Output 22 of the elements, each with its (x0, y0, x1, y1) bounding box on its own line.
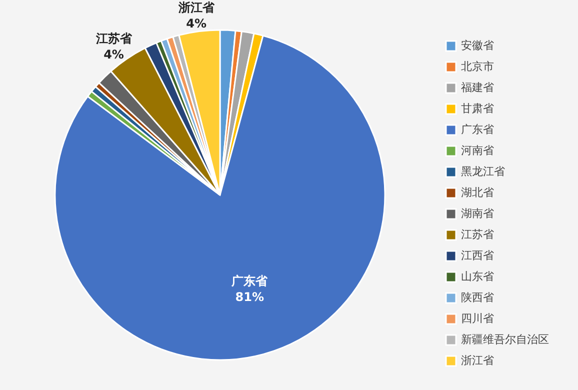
legend-label: 湖南省 (461, 207, 494, 220)
legend-label: 福建省 (461, 81, 494, 94)
legend-label: 江苏省 (461, 228, 494, 241)
legend-label: 山东省 (461, 270, 494, 283)
slice-label: 浙江省 (177, 0, 216, 14)
legend-label: 河南省 (461, 144, 494, 157)
data-label: 4% (104, 48, 124, 62)
data-label: 4% (186, 16, 206, 30)
slice-label: 广东省 (230, 274, 269, 288)
legend-label: 北京市 (461, 60, 494, 73)
legend-label: 安徽省 (461, 39, 494, 52)
legend-label: 广东省 (461, 123, 494, 136)
slice-label: 江苏省 (94, 32, 133, 46)
legend-label: 湖北省 (461, 186, 494, 199)
legend-label: 浙江省 (461, 354, 494, 367)
legend-label: 新疆维吾尔自治区 (461, 333, 549, 346)
legend-label: 陕西省 (461, 291, 494, 304)
data-label: 81% (235, 290, 264, 304)
legend-label: 江西省 (461, 249, 494, 262)
legend-label: 四川省 (461, 312, 494, 325)
legend-label: 甘肃省 (461, 102, 494, 115)
legend-label: 黑龙江省 (461, 165, 505, 178)
